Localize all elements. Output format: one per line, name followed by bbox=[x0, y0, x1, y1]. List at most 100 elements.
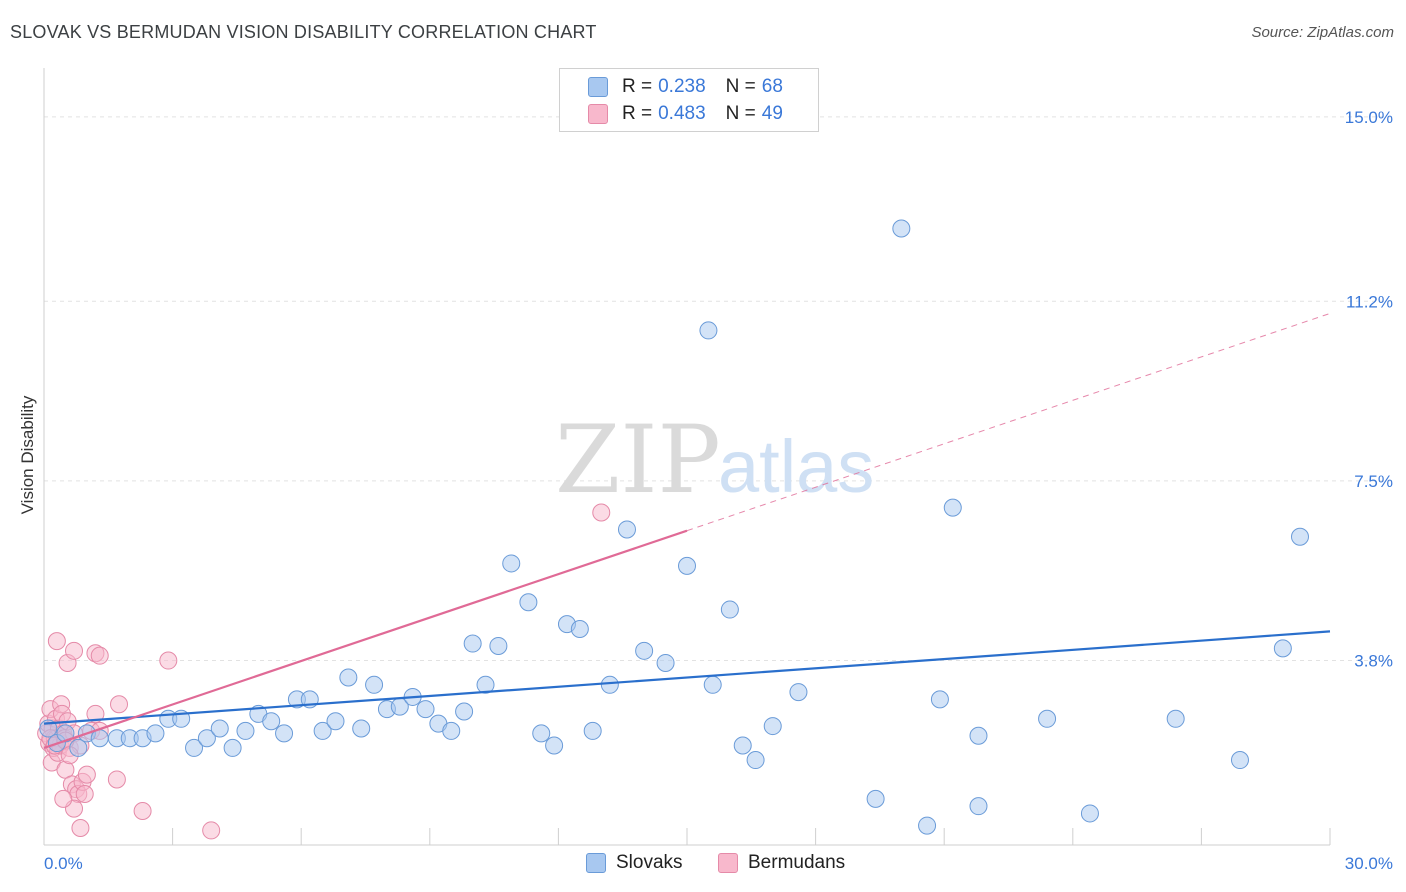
legend-r-label: R = bbox=[622, 103, 653, 124]
slovak-point-68 bbox=[1273, 639, 1292, 658]
slovak-point-56 bbox=[866, 789, 885, 808]
legend: R = 0.238 N = 68 R = 0.483 N = 49 bbox=[559, 68, 819, 132]
slovak-point-32 bbox=[442, 721, 461, 740]
gridlines bbox=[44, 116, 1393, 662]
slovak-point-18 bbox=[262, 712, 281, 731]
slovak-point-65 bbox=[1166, 709, 1185, 728]
slovak-point-48 bbox=[678, 556, 696, 575]
bermudan-point-38 bbox=[107, 770, 126, 789]
slovak-point-39 bbox=[532, 724, 551, 743]
bermudan-point-31 bbox=[71, 819, 90, 838]
y-tick-label-2: 11.2% bbox=[1346, 292, 1393, 311]
bermudan-trendline bbox=[43, 529, 688, 749]
slovak-point-43 bbox=[583, 721, 602, 740]
legend-n-label: N = bbox=[725, 76, 756, 97]
axes bbox=[43, 68, 1331, 846]
slovak-point-62 bbox=[969, 797, 988, 816]
slovak-point-44 bbox=[600, 675, 619, 694]
bermudan-point-47 bbox=[592, 503, 611, 522]
legend-label-bermudans: Bermudans bbox=[748, 852, 846, 873]
slovak-point-24 bbox=[339, 668, 358, 687]
slovak-point-52 bbox=[733, 736, 752, 755]
slovak-point-42 bbox=[570, 619, 589, 638]
slovak-point-47 bbox=[656, 653, 675, 672]
legend-n-value: 49 bbox=[761, 103, 783, 124]
y-tick-label-3: 15.0% bbox=[1345, 108, 1393, 127]
bermudan-point-43 bbox=[54, 789, 73, 808]
slovak-point-40 bbox=[545, 736, 564, 755]
slovak-point-67 bbox=[1290, 527, 1309, 546]
bermudan-point-28 bbox=[47, 632, 66, 651]
slovak-point-33 bbox=[455, 702, 474, 721]
legend-swatch-slovaks bbox=[588, 77, 608, 97]
slovak-point-9 bbox=[146, 724, 165, 743]
slovak-point-16 bbox=[236, 721, 255, 740]
bermudan-point-39 bbox=[110, 695, 129, 714]
bermudan-point-27 bbox=[77, 765, 96, 784]
slovak-point-46 bbox=[635, 641, 654, 660]
tick-labels: 3.8% 7.5% 11.2% 15.0% 0.0% 30.0% bbox=[44, 108, 1393, 873]
bermudan-point-34 bbox=[65, 641, 84, 660]
slovak-point-13 bbox=[197, 729, 216, 748]
legend-swatch-bermudans bbox=[718, 853, 738, 873]
legend-r-label: R = bbox=[622, 76, 653, 97]
bermudan-point-36 bbox=[90, 646, 109, 665]
legend-r-value: 0.238 bbox=[658, 76, 706, 97]
legend-swatch-bermudans bbox=[588, 104, 608, 124]
bermudan-point-26 bbox=[75, 785, 94, 804]
slovak-point-15 bbox=[223, 738, 242, 757]
slovak-point-14 bbox=[210, 719, 229, 738]
slovak-point-37 bbox=[502, 554, 521, 573]
slovak-point-45 bbox=[617, 520, 636, 539]
slovak-point-12 bbox=[185, 738, 204, 757]
bermudan-point-42 bbox=[202, 821, 221, 840]
legend-swatch-slovaks bbox=[586, 853, 606, 873]
bottom-legend-bermudans[interactable]: Bermudans bbox=[718, 852, 845, 874]
slovak-point-34 bbox=[463, 634, 482, 653]
bermudan-point-40 bbox=[133, 802, 152, 821]
bottom-legend: Slovaks Bermudans bbox=[0, 852, 1406, 878]
bermudan-trendline-extension bbox=[686, 312, 1331, 532]
legend-n-label: N = bbox=[725, 103, 756, 124]
slovak-point-25 bbox=[352, 719, 371, 738]
slovak-point-3 bbox=[69, 738, 88, 757]
legend-r-value: 0.483 bbox=[658, 103, 706, 124]
slovak-point-19 bbox=[275, 724, 294, 743]
legend-n-value: 68 bbox=[761, 76, 783, 97]
legend-label-slovaks: Slovaks bbox=[616, 852, 683, 873]
slovak-point-59 bbox=[930, 690, 949, 709]
x-tick-label-0: 0.0% bbox=[44, 854, 83, 873]
slovak-point-38 bbox=[519, 593, 538, 612]
slovak-point-35 bbox=[476, 675, 495, 694]
bermudan-points bbox=[37, 503, 611, 840]
legend-row-slovaks: R = 0.238 N = 68 bbox=[588, 75, 783, 99]
slovak-point-2 bbox=[56, 724, 75, 743]
slovak-point-49 bbox=[699, 321, 718, 340]
slovak-trendline bbox=[43, 630, 1331, 725]
bottom-legend-slovaks[interactable]: Slovaks bbox=[586, 852, 683, 874]
source-credit: Source: ZipAtlas.com bbox=[1251, 24, 1394, 41]
slovak-point-60 bbox=[943, 498, 962, 517]
slovak-points bbox=[39, 219, 1309, 835]
slovak-point-61 bbox=[969, 726, 988, 745]
slovak-point-63 bbox=[1038, 709, 1057, 728]
trendlines bbox=[43, 312, 1331, 749]
chart-title: SLOVAK VS BERMUDAN VISION DISABILITY COR… bbox=[10, 22, 597, 42]
slovak-point-57 bbox=[892, 219, 911, 238]
watermark-atlas: atlas bbox=[718, 425, 874, 508]
slovak-point-64 bbox=[1080, 804, 1099, 823]
slovak-point-50 bbox=[703, 675, 722, 694]
bermudan-point-33 bbox=[86, 704, 105, 723]
slovak-point-22 bbox=[313, 721, 332, 740]
slovak-point-23 bbox=[326, 712, 345, 731]
slovak-point-53 bbox=[746, 751, 765, 770]
x-tick-label-1: 30.0% bbox=[1345, 854, 1393, 873]
watermark-zip: ZIP bbox=[555, 406, 721, 515]
slovak-point-0 bbox=[39, 719, 58, 738]
slovak-point-36 bbox=[489, 636, 508, 655]
slovak-point-26 bbox=[365, 675, 384, 694]
slovak-point-30 bbox=[416, 700, 435, 719]
slovak-point-55 bbox=[789, 683, 808, 702]
watermark: ZIP atlas bbox=[555, 406, 874, 515]
